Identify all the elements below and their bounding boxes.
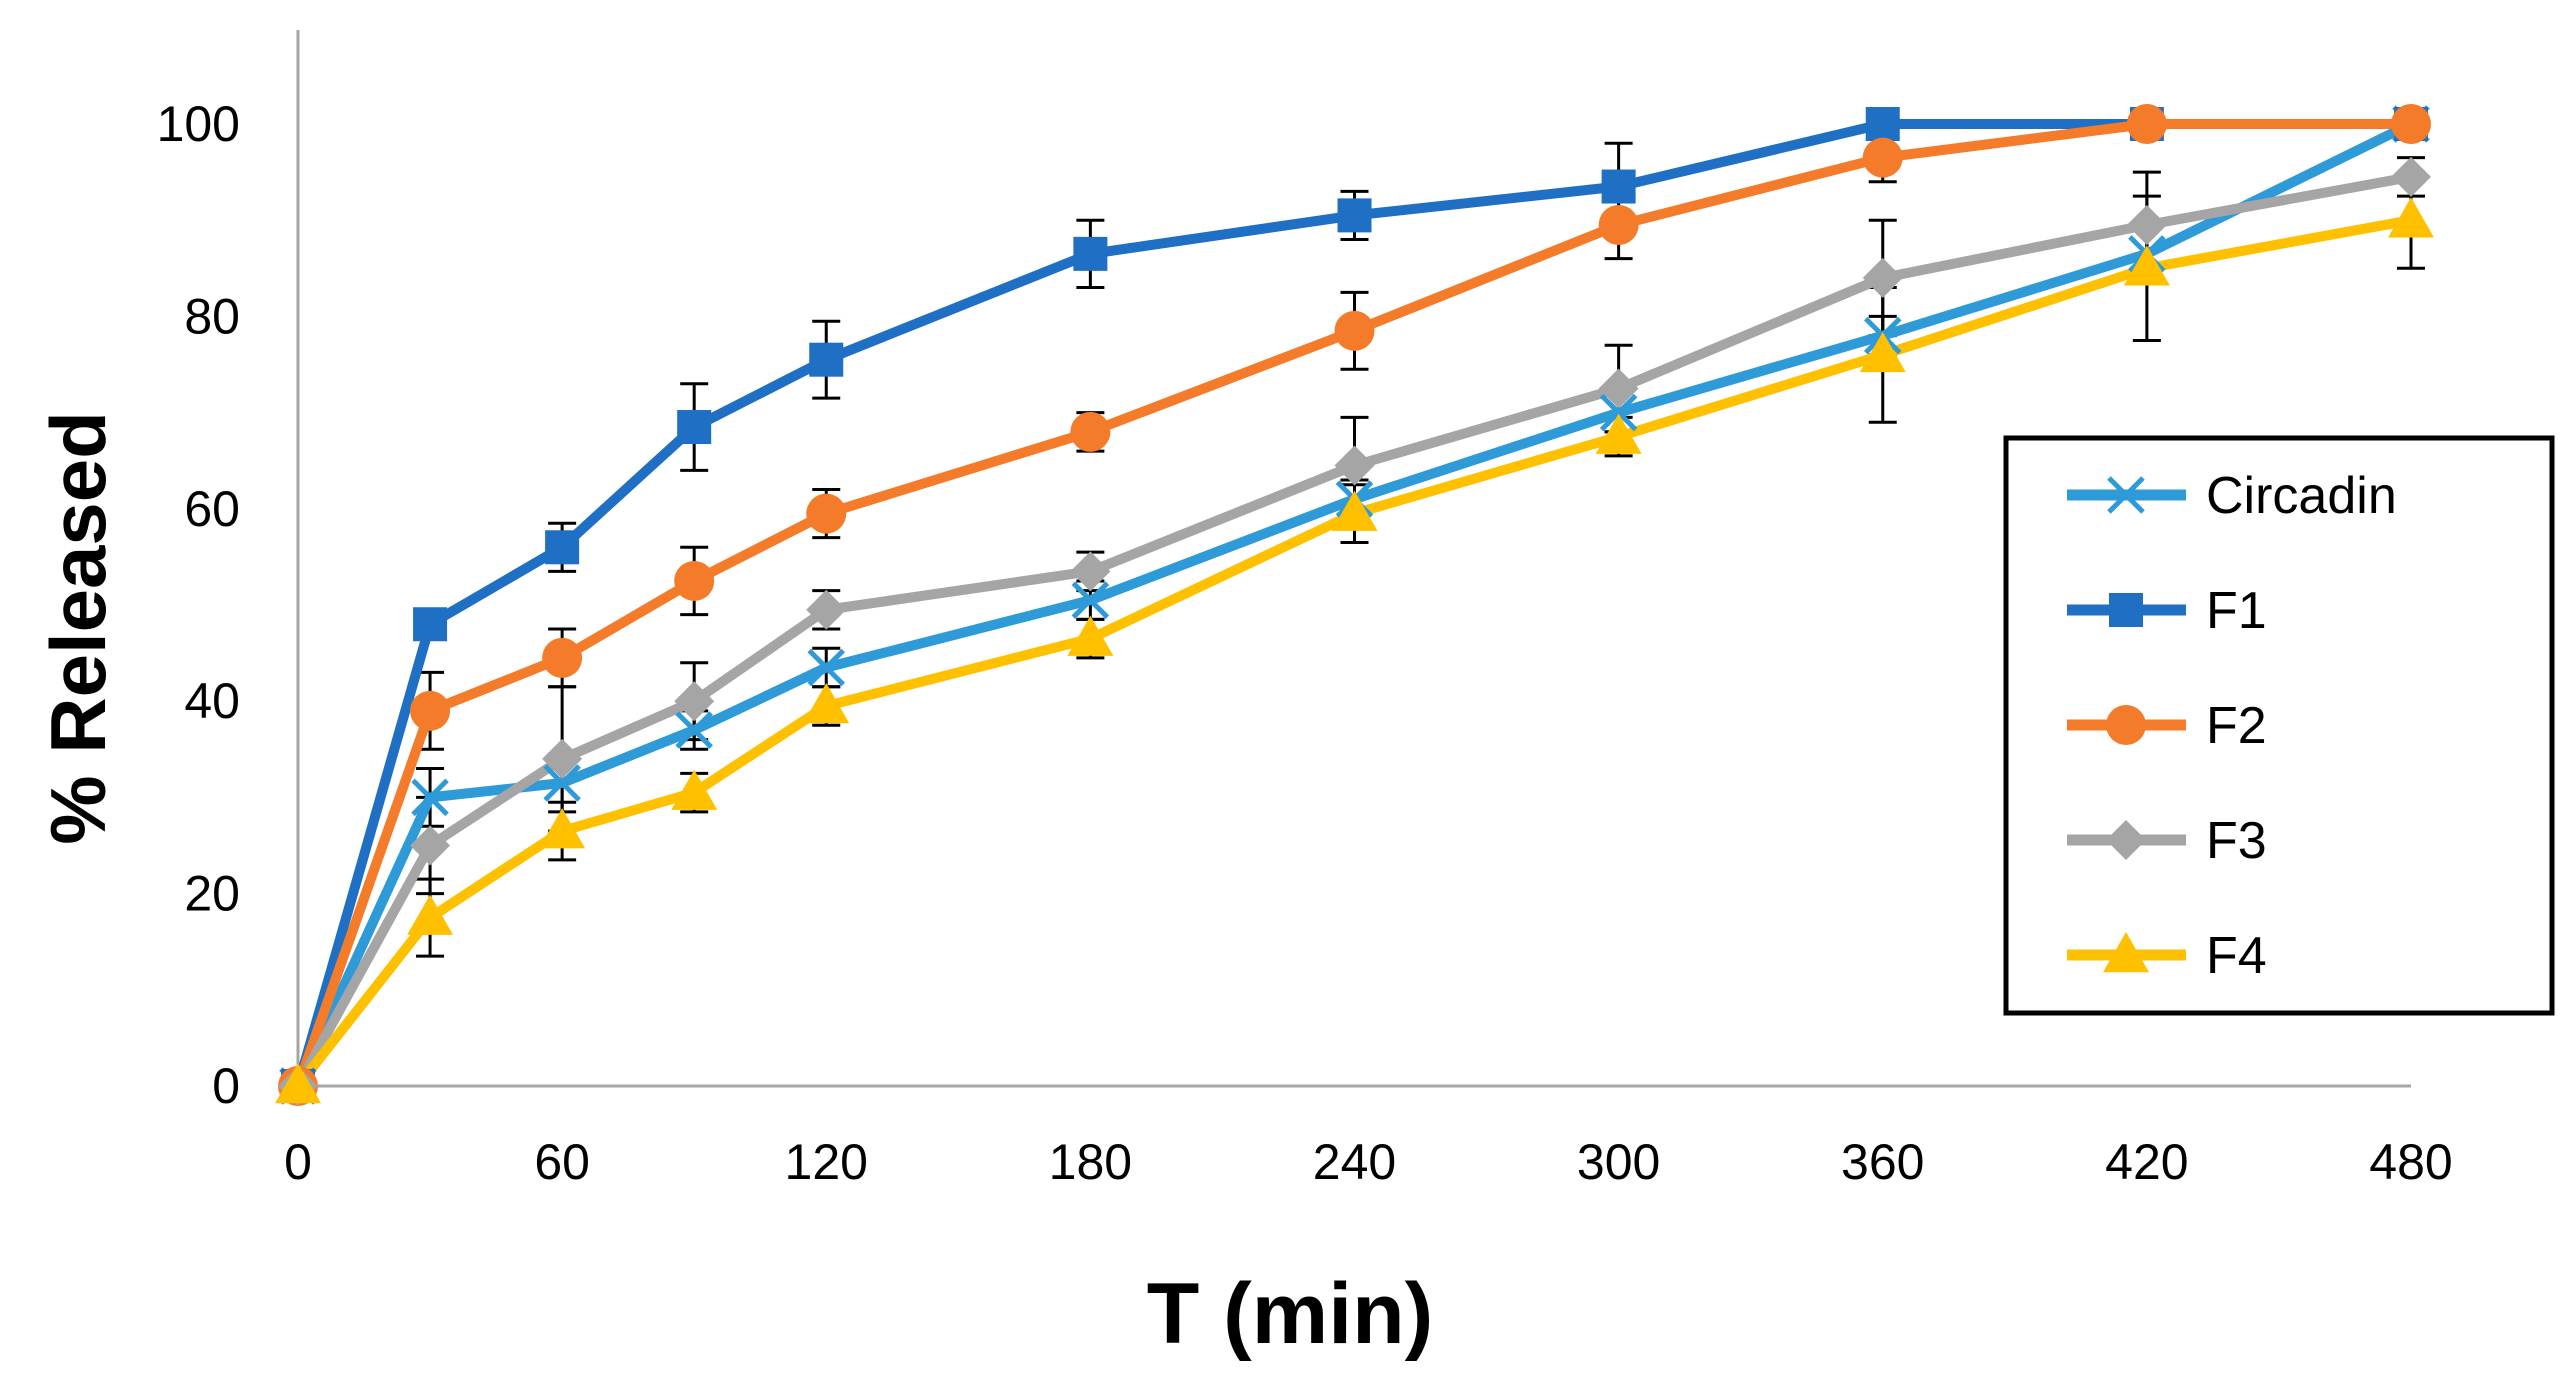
data-point-f1: [1073, 236, 1108, 271]
x-tick-label: 480: [2369, 1134, 2452, 1190]
legend-item-circadin: Circadin: [2067, 467, 2397, 525]
x-tick-label: 120: [785, 1134, 868, 1190]
data-point-f4: [539, 808, 586, 849]
legend: Circadin F1 F2 F3 F4: [2003, 435, 2555, 1016]
x-tick-label: 300: [1577, 1134, 1660, 1190]
data-point-f3: [2391, 156, 2431, 197]
data-point-circadin: [1071, 581, 1110, 619]
data-point-f4: [2388, 197, 2434, 238]
data-point-f4: [1859, 331, 1906, 373]
data-point-f3: [1334, 445, 1375, 486]
data-point-circadin: [675, 711, 713, 749]
data-point-f3: [2126, 205, 2167, 246]
data-point-circadin: [1599, 393, 1638, 432]
legend-label-f1: F1: [2206, 582, 2267, 640]
data-point-f3: [410, 825, 451, 866]
data-point-f1: [809, 342, 844, 377]
legend-item-f3: F3: [2067, 812, 2267, 870]
y-tick-label: 40: [184, 673, 240, 729]
legend-label-f3: F3: [2206, 812, 2267, 870]
data-point-f1: [413, 607, 448, 642]
data-point-f4: [1595, 413, 1642, 454]
data-point-f3: [542, 738, 583, 779]
y-axis-title: % Released: [34, 411, 122, 845]
x-tick-label: 240: [1313, 1134, 1396, 1190]
data-point-f3: [1598, 368, 1639, 409]
legend-label-circadin: Circadin: [2206, 467, 2397, 525]
data-point-f2: [410, 690, 451, 731]
data-point-f1: [545, 530, 580, 565]
legend-marker-f3: [2106, 820, 2146, 860]
legend-marker-f4: [2103, 932, 2149, 973]
axes-layer: [296, 30, 2411, 1088]
data-point-f2: [2391, 104, 2431, 144]
y-tick-label: 0: [212, 1058, 240, 1114]
legend-marker-f2: [2106, 705, 2146, 745]
tick-labels-layer: 0 20 40 60 80 100 0 60 120 180 240 300 360 420 480: [157, 96, 2453, 1190]
y-tick-label: 20: [184, 866, 240, 922]
data-point-f2: [1334, 310, 1375, 351]
legend-marker-f1: [2109, 593, 2143, 627]
data-point-f2: [674, 560, 715, 601]
data-point-f2: [1598, 205, 1639, 246]
y-tick-label: 80: [184, 288, 240, 344]
data-point-f4: [407, 894, 454, 935]
x-tick-label: 360: [1841, 1134, 1924, 1190]
x-tick-label: 180: [1049, 1134, 1132, 1190]
series-layer: [275, 104, 2434, 1106]
legend-label-f4: F4: [2206, 927, 2267, 985]
y-tick-label: 60: [184, 481, 240, 537]
legend-item-f2: F2: [2067, 697, 2267, 755]
data-point-f2: [806, 493, 847, 534]
data-point-circadin: [807, 648, 846, 687]
data-point-f2: [2126, 104, 2167, 144]
legend-marker-circadin: [2107, 476, 2145, 514]
x-tick-label: 0: [284, 1134, 312, 1190]
data-point-f1: [677, 410, 712, 445]
x-tick-label: 60: [534, 1134, 590, 1190]
data-point-f1: [1865, 107, 1900, 141]
data-point-f3: [1070, 551, 1111, 592]
data-point-f3: [674, 681, 715, 722]
data-point-f4: [1331, 490, 1378, 531]
legend-label-f2: F2: [2206, 697, 2267, 755]
data-point-f2: [1862, 137, 1903, 178]
data-point-f4: [803, 683, 850, 724]
data-point-f4: [2123, 245, 2170, 286]
data-point-circadin: [543, 764, 581, 802]
data-point-f3: [806, 589, 847, 630]
data-point-f1: [1337, 198, 1372, 233]
data-point-f4: [1067, 615, 1114, 656]
data-point-f2: [542, 637, 583, 678]
x-axis-title: T (min): [1147, 1266, 1434, 1362]
data-point-f2: [1070, 411, 1111, 452]
legend-item-f1: F1: [2067, 582, 2267, 640]
x-tick-label: 420: [2105, 1134, 2188, 1190]
legend-item-f4: F4: [2067, 927, 2267, 985]
data-point-f1: [1601, 169, 1636, 204]
data-point-f4: [671, 769, 718, 810]
data-point-f4: [275, 1063, 321, 1104]
y-tick-label: 100: [157, 96, 240, 152]
data-point-circadin: [411, 778, 449, 817]
data-point-f3: [1862, 257, 1903, 298]
